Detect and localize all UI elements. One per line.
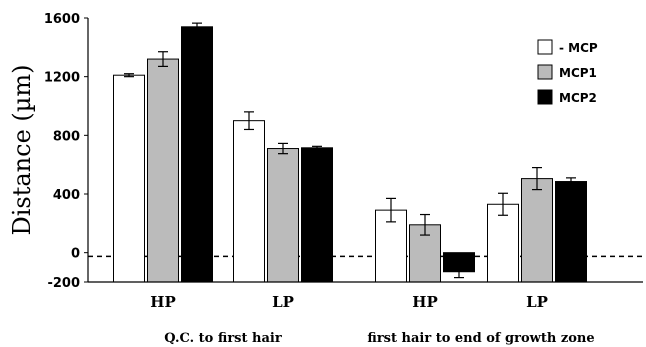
legend-label: MCP2 [559, 91, 597, 105]
y-tick-label: 1200 [44, 71, 80, 86]
bar-mcp2-3 [555, 181, 587, 283]
category-label: HP [412, 293, 437, 311]
legend-swatch [537, 89, 553, 105]
axis-layer: -200 0 400 800 1200 1600 Distance (µm) HP LP HP LP… [8, 12, 643, 346]
bars-layer [113, 22, 587, 283]
legend-label: - MCP [559, 41, 598, 55]
bar-mcp-3 [487, 203, 519, 283]
y-tick-label: 400 [53, 188, 80, 203]
y-tick-label: 800 [53, 129, 80, 144]
legend: - MCP MCP1 MCP2 [537, 39, 598, 105]
bar-mcp2-1 [301, 147, 333, 283]
legend-swatch [537, 64, 553, 80]
y-axis-label: Distance (µm) [8, 65, 36, 236]
bar-mcp1-0 [147, 58, 179, 283]
bar-mcp2-0 [181, 26, 213, 283]
bar-mcp1-3 [521, 178, 553, 283]
y-tick-label: 0 [71, 247, 80, 262]
group-label: first hair to end of growth zone [367, 331, 594, 346]
category-label: LP [272, 293, 294, 311]
y-tick-label: 1600 [44, 12, 80, 27]
legend-swatch [537, 39, 553, 55]
category-label: HP [150, 293, 175, 311]
category-label: LP [526, 293, 548, 311]
group-label: Q.C. to first hair [164, 331, 282, 346]
y-tick-label: -200 [47, 276, 80, 291]
legend-label: MCP1 [559, 66, 597, 80]
bar-mcp1-1 [267, 148, 299, 283]
bar-mcp-0 [113, 74, 145, 283]
bar-mcp-1 [233, 120, 265, 283]
